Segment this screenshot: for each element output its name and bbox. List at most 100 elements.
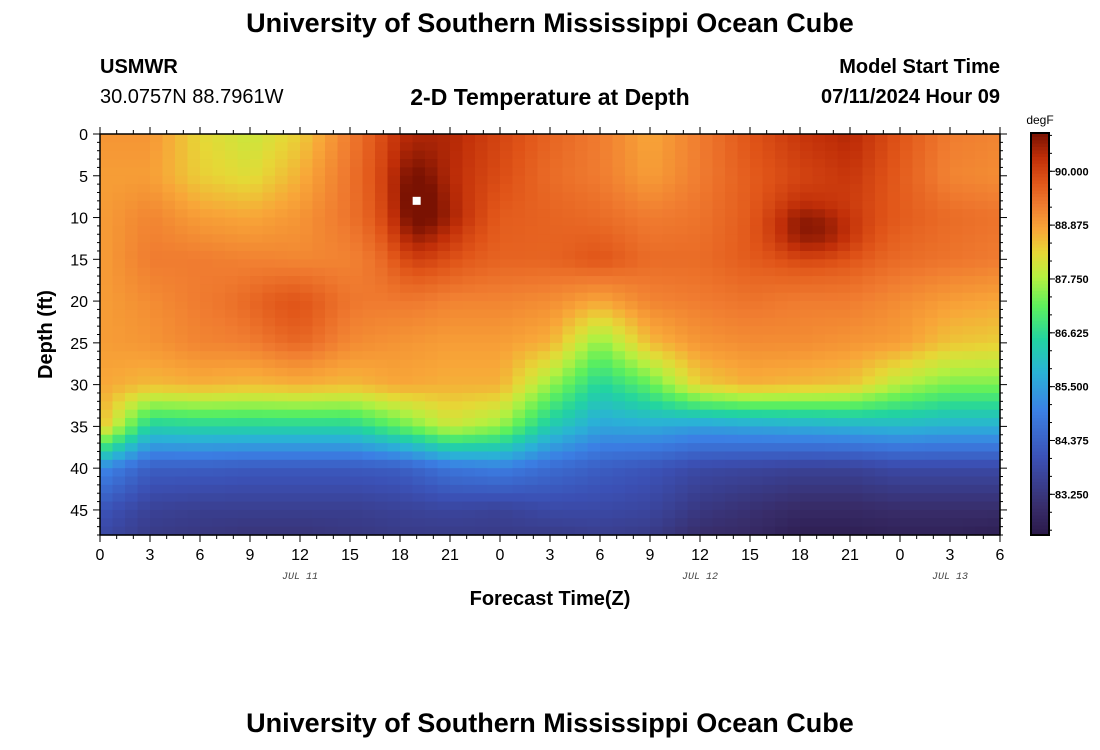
heatmap-cell	[862, 484, 876, 494]
heatmap-cell	[400, 367, 414, 377]
heatmap-cell	[825, 234, 839, 244]
heatmap-cell	[900, 392, 914, 402]
heatmap-cell	[787, 142, 801, 152]
heatmap-cell	[487, 175, 501, 185]
heatmap-cell	[925, 192, 939, 202]
x-tick-label: 15	[341, 547, 359, 564]
heatmap-cell	[900, 401, 914, 411]
heatmap-cell	[475, 434, 489, 444]
heatmap-cell	[962, 192, 976, 202]
heatmap-cell	[887, 384, 901, 394]
heatmap-cell	[787, 351, 801, 361]
heatmap-cell	[537, 451, 551, 461]
heatmap-cell	[150, 259, 164, 269]
heatmap-cell	[387, 317, 401, 327]
heatmap-cell	[675, 267, 689, 277]
heatmap-cell	[112, 184, 126, 194]
heatmap-cell	[275, 376, 289, 386]
heatmap-cell	[800, 409, 814, 419]
heatmap-cell	[862, 301, 876, 311]
x-tick-label: 21	[441, 547, 459, 564]
heatmap-cell	[125, 326, 139, 336]
heatmap-cell	[237, 184, 251, 194]
heatmap-cell	[112, 317, 126, 327]
heatmap-cell	[662, 359, 676, 369]
heatmap-cell	[862, 518, 876, 528]
station-coordinates: 30.0757N 88.7961W	[100, 86, 284, 108]
heatmap-cell	[650, 167, 664, 177]
heatmap-cell	[187, 234, 201, 244]
heatmap-cell	[712, 342, 726, 352]
heatmap-cell	[225, 334, 239, 344]
heatmap-cell	[487, 342, 501, 352]
heatmap-cell	[425, 359, 439, 369]
heatmap-cell	[575, 309, 589, 319]
heatmap-cell	[987, 526, 1001, 536]
heatmap-cell	[587, 326, 601, 336]
heatmap-cell	[162, 434, 176, 444]
heatmap-cell	[737, 200, 751, 210]
heatmap-cell	[750, 134, 764, 143]
heatmap-cell	[237, 159, 251, 169]
heatmap-cell	[450, 384, 464, 394]
heatmap-cell	[587, 234, 601, 244]
heatmap-cell	[362, 134, 376, 143]
heatmap-cell	[887, 426, 901, 436]
heatmap-cell	[937, 250, 951, 260]
heatmap-cell	[412, 317, 426, 327]
heatmap-cell	[375, 409, 389, 419]
heatmap-cell	[400, 468, 414, 478]
heatmap-cell	[425, 276, 439, 285]
heatmap-cell	[537, 134, 551, 143]
heatmap-cell	[387, 309, 401, 319]
heatmap-cell	[712, 409, 726, 419]
heatmap-cell	[137, 200, 151, 210]
heatmap-cell	[662, 217, 676, 227]
heatmap-cell	[275, 317, 289, 327]
heatmap-cell	[637, 150, 651, 160]
heatmap-cell	[887, 459, 901, 469]
heatmap-cell	[362, 150, 376, 160]
heatmap-cell	[575, 175, 589, 185]
heatmap-cell	[500, 217, 514, 227]
heatmap-cell	[350, 259, 364, 269]
heatmap-cell	[437, 184, 451, 194]
heatmap-cell	[187, 192, 201, 202]
heatmap-cell	[562, 426, 576, 436]
heatmap-cell	[700, 418, 714, 427]
heatmap-cell	[837, 526, 851, 536]
heatmap-cell	[150, 200, 164, 210]
heatmap-cell	[325, 334, 339, 344]
heatmap-cell	[787, 309, 801, 319]
heatmap-cell	[537, 142, 551, 152]
heatmap-cell	[550, 493, 564, 503]
heatmap-cell	[925, 451, 939, 461]
heatmap-cell	[900, 242, 914, 252]
heatmap-cell	[425, 250, 439, 260]
heatmap-cell	[925, 309, 939, 319]
heatmap-cell	[800, 317, 814, 327]
heatmap-cell	[812, 468, 826, 478]
heatmap-cell	[325, 292, 339, 302]
heatmap-cell	[825, 476, 839, 486]
heatmap-cell	[275, 392, 289, 402]
heatmap-cell	[287, 267, 301, 277]
heatmap-cell	[787, 150, 801, 160]
colorbar-segment	[1031, 501, 1049, 506]
heatmap-cell	[350, 392, 364, 402]
heatmap-cell	[412, 175, 426, 185]
heatmap-cell	[187, 526, 201, 536]
heatmap-cell	[362, 242, 376, 252]
heatmap-cell	[787, 242, 801, 252]
colorbar-segment	[1031, 139, 1049, 144]
heatmap-cell	[337, 334, 351, 344]
heatmap-cell	[537, 501, 551, 511]
heatmap-cell	[825, 434, 839, 444]
heatmap-cell	[437, 317, 451, 327]
heatmap-cell	[275, 526, 289, 536]
heatmap-cell	[475, 334, 489, 344]
heatmap-cell	[225, 367, 239, 377]
heatmap-cell	[762, 200, 776, 210]
heatmap-cell	[787, 392, 801, 402]
heatmap-cell	[375, 501, 389, 511]
